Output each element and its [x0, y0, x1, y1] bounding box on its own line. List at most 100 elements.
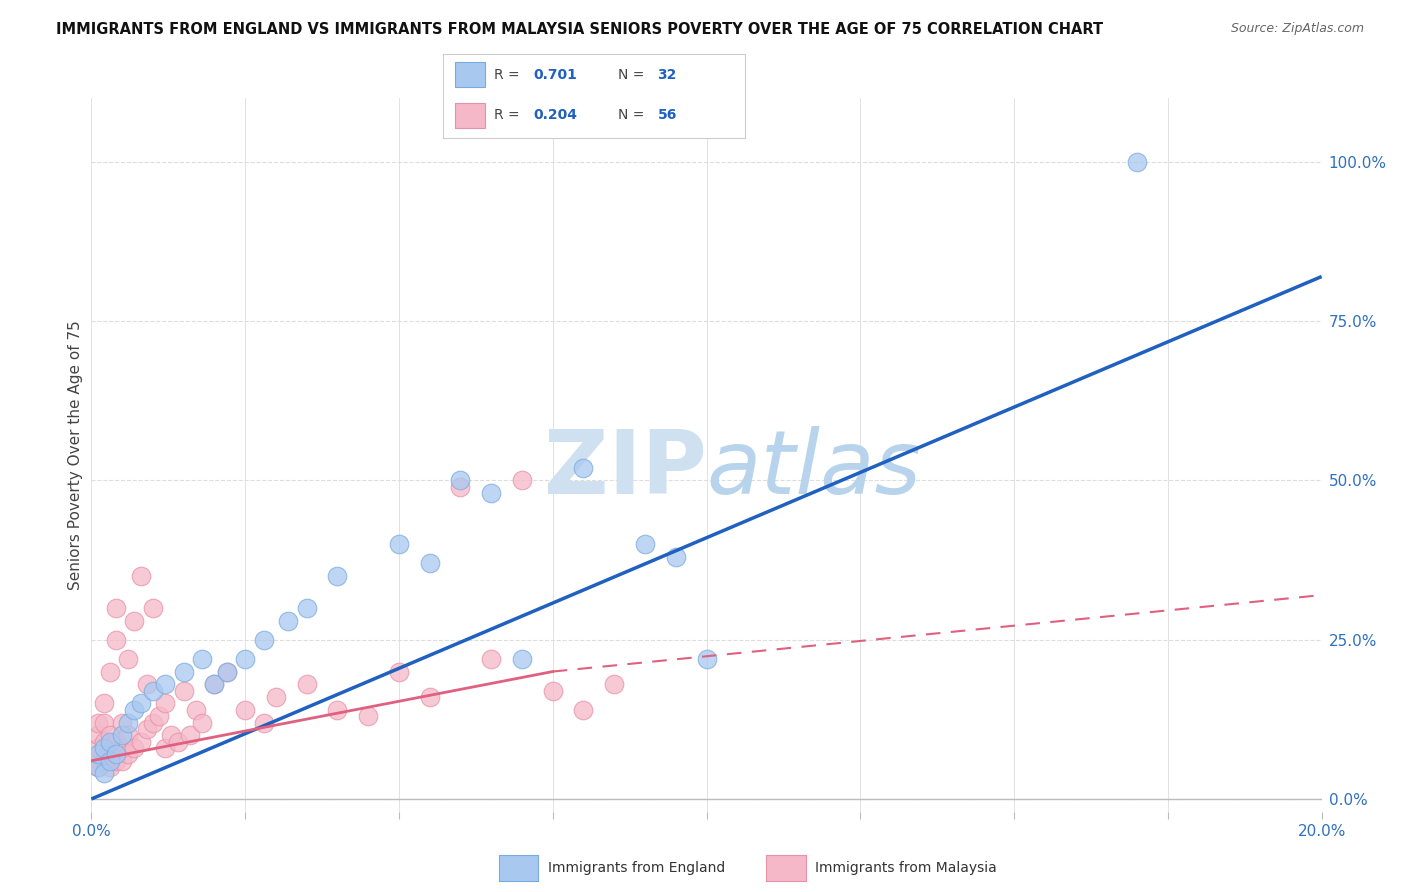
Point	[449, 474, 471, 488]
Point	[326, 569, 349, 583]
Text: R =: R =	[495, 109, 524, 122]
Point	[142, 683, 165, 698]
Point	[117, 747, 139, 762]
Point	[510, 474, 533, 488]
Point	[117, 652, 139, 666]
Point	[153, 697, 177, 711]
Point	[357, 709, 380, 723]
Text: N =: N =	[619, 109, 650, 122]
Point	[572, 703, 595, 717]
Point	[160, 728, 183, 742]
Point	[665, 549, 688, 564]
Text: N =: N =	[619, 68, 650, 82]
Point	[86, 760, 108, 774]
Point	[179, 728, 201, 742]
Point	[117, 728, 139, 742]
Point	[572, 460, 595, 475]
Point	[124, 614, 146, 628]
Point	[124, 741, 146, 756]
Point	[202, 677, 225, 691]
Point	[153, 677, 177, 691]
Point	[80, 754, 103, 768]
Text: atlas: atlas	[706, 426, 921, 512]
Point	[191, 715, 214, 730]
Point	[153, 741, 177, 756]
Point	[105, 600, 127, 615]
Point	[419, 690, 441, 704]
Text: R =: R =	[495, 68, 524, 82]
Point	[541, 683, 564, 698]
Point	[142, 600, 165, 615]
Point	[449, 480, 471, 494]
Point	[184, 703, 207, 717]
Point	[233, 703, 256, 717]
Point	[105, 754, 127, 768]
Point	[129, 734, 152, 748]
Bar	[456, 62, 485, 87]
Point	[634, 537, 657, 551]
Point	[93, 734, 115, 748]
Point	[86, 741, 108, 756]
Point	[419, 556, 441, 570]
Y-axis label: Seniors Poverty Over the Age of 75: Seniors Poverty Over the Age of 75	[67, 320, 83, 590]
Point	[166, 734, 188, 748]
Point	[124, 703, 146, 717]
Point	[233, 652, 256, 666]
Point	[202, 677, 225, 691]
Text: ZIP: ZIP	[544, 425, 706, 513]
Text: 32: 32	[658, 68, 676, 82]
Point	[129, 697, 152, 711]
Point	[215, 665, 238, 679]
Point	[98, 734, 121, 748]
Point	[86, 760, 108, 774]
Point	[295, 677, 318, 691]
Point	[277, 614, 299, 628]
Point	[86, 728, 108, 742]
Point	[603, 677, 626, 691]
Point	[479, 486, 502, 500]
Point	[98, 728, 121, 742]
Point	[86, 715, 108, 730]
Bar	[456, 103, 485, 128]
Point	[98, 760, 121, 774]
Text: IMMIGRANTS FROM ENGLAND VS IMMIGRANTS FROM MALAYSIA SENIORS POVERTY OVER THE AGE: IMMIGRANTS FROM ENGLAND VS IMMIGRANTS FR…	[56, 22, 1104, 37]
Text: 0.204: 0.204	[534, 109, 578, 122]
Point	[215, 665, 238, 679]
Point	[173, 665, 195, 679]
Point	[111, 741, 134, 756]
Point	[388, 537, 411, 551]
Point	[93, 741, 115, 756]
Point	[173, 683, 195, 698]
Point	[117, 715, 139, 730]
Point	[98, 754, 121, 768]
Point	[295, 600, 318, 615]
Text: 0.701: 0.701	[534, 68, 578, 82]
Point	[93, 754, 115, 768]
Point	[105, 734, 127, 748]
Point	[111, 754, 134, 768]
Point	[1126, 154, 1149, 169]
Point	[93, 766, 115, 780]
Point	[253, 715, 276, 730]
Point	[696, 652, 718, 666]
Point	[93, 715, 115, 730]
Text: Immigrants from Malaysia: Immigrants from Malaysia	[815, 861, 997, 875]
Text: Source: ZipAtlas.com: Source: ZipAtlas.com	[1230, 22, 1364, 36]
Point	[111, 715, 134, 730]
Point	[326, 703, 349, 717]
Point	[93, 697, 115, 711]
Point	[105, 747, 127, 762]
Point	[510, 652, 533, 666]
Text: 56: 56	[658, 109, 676, 122]
Point	[388, 665, 411, 679]
Point	[135, 677, 157, 691]
Point	[111, 728, 134, 742]
Point	[191, 652, 214, 666]
Point	[264, 690, 287, 704]
Point	[135, 722, 157, 736]
Point	[253, 632, 276, 647]
Point	[148, 709, 170, 723]
Point	[129, 569, 152, 583]
Point	[142, 715, 165, 730]
Point	[98, 665, 121, 679]
